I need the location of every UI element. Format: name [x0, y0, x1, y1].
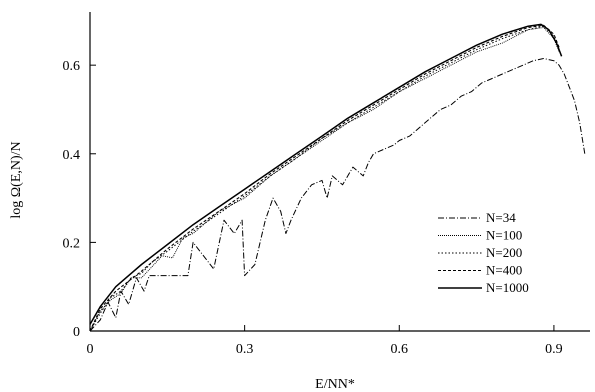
tick-layer: 0 0.3 0.6 0.9 0 0.2 0.4 0.6 — [63, 59, 563, 357]
legend: N=34 N=100 N=200 N=400 N=1000 — [438, 210, 529, 295]
y-axis-title: log Ω(E,N)/N — [9, 141, 24, 218]
legend-label-3: N=400 — [486, 263, 522, 278]
legend-label-1: N=100 — [486, 228, 522, 243]
series-line-n-200 — [89, 25, 560, 332]
x-tick-label-0: 0 — [87, 342, 94, 357]
series-line-n-34 — [89, 58, 586, 332]
x-tick-label-1: 0.3 — [236, 342, 254, 357]
legend-label-2: N=200 — [486, 245, 522, 260]
series-line-n-400 — [89, 24, 560, 332]
series-line-n-1000 — [89, 23, 563, 325]
series-line-n-100 — [89, 27, 560, 332]
y-tick-label-1: 0.2 — [63, 236, 81, 251]
series-layer — [89, 23, 586, 332]
y-tick-label-3: 0.6 — [63, 59, 81, 74]
x-tick-label-3: 0.9 — [545, 342, 563, 357]
x-tick-label-2: 0.6 — [391, 342, 409, 357]
legend-label-4: N=1000 — [486, 280, 529, 295]
y-tick-label-2: 0.4 — [63, 148, 81, 163]
y-tick-label-0: 0 — [73, 325, 80, 340]
legend-label-0: N=34 — [486, 210, 516, 225]
x-axis-title: E/NN* — [315, 377, 355, 392]
